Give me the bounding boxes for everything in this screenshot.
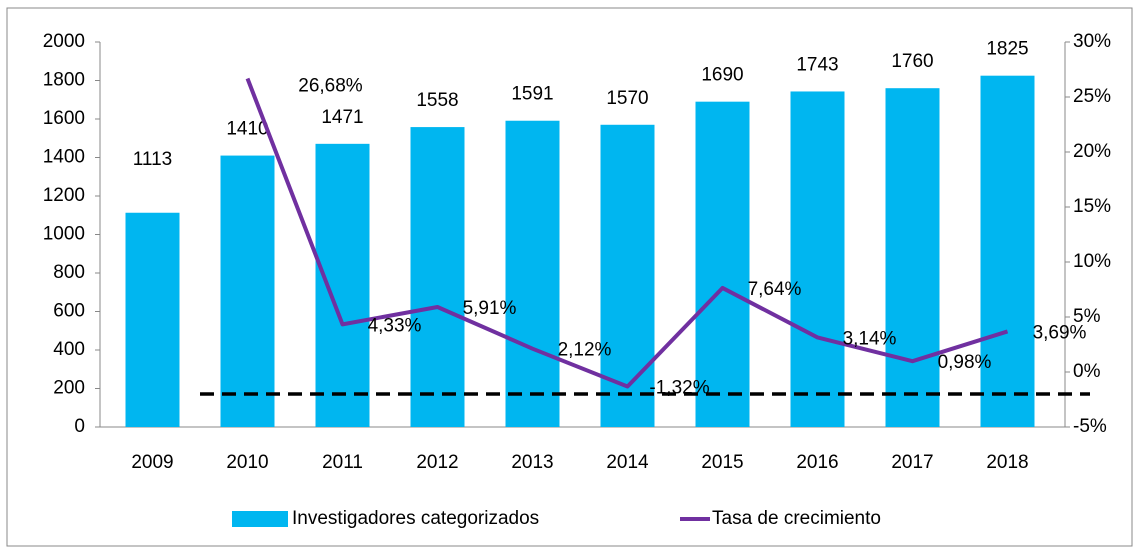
legend-label: Tasa de crecimiento [712,508,881,529]
y-tick-label: 0 [74,416,85,437]
bar [125,212,180,427]
legend-swatch [232,511,288,527]
y2-tick-label: 20% [1073,141,1111,162]
bar-value-label: 1410 [226,119,268,140]
x-tick-label: 2015 [701,452,743,473]
bar [600,124,655,428]
bar [220,155,275,427]
bar [980,75,1035,427]
line-value-label: 3,69% [1033,322,1087,343]
bar [315,143,370,427]
bar-value-label: 1570 [606,88,648,109]
line-value-label: 4,33% [368,315,422,336]
line-value-label: 2,12% [558,340,612,361]
bar-value-label: 1690 [701,65,743,86]
bar-value-label: 1825 [986,39,1028,60]
bar-value-label: 1113 [133,149,172,170]
x-tick-label: 2016 [796,452,838,473]
x-tick-label: 2018 [986,452,1028,473]
bar [790,91,845,427]
x-tick-label: 2010 [226,452,268,473]
y-tick-label: 1000 [43,224,85,245]
y2-tick-label: -5% [1073,416,1107,437]
y-tick-label: 1800 [43,70,85,91]
line-value-label: 7,64% [748,279,802,300]
bar-value-label: 1558 [416,90,458,111]
bar [695,101,750,428]
line-value-label: 3,14% [843,328,897,349]
bar-value-label: 1760 [891,51,933,72]
line-value-label: 0,98% [938,352,992,373]
x-tick-label: 2014 [606,452,649,473]
bar-value-label: 1471 [321,107,363,128]
line [245,77,1009,389]
x-tick-label: 2012 [416,452,458,473]
x-tick-label: 2013 [511,452,553,473]
y2-tick-label: 0% [1073,361,1101,382]
y2-tick-label: 15% [1073,196,1111,217]
bar [505,120,560,428]
y-tick-label: 200 [53,378,85,399]
y2-tick-label: 25% [1073,86,1111,107]
bar [410,127,465,428]
legend-label: Investigadores categorizados [292,508,539,529]
line-value-label: 26,68% [298,76,363,97]
line-value-label: 5,91% [463,298,517,319]
x-tick-label: 2011 [322,452,363,473]
x-tick-label: 2017 [891,452,933,473]
y-tick-label: 1200 [43,185,85,206]
bar [885,88,940,427]
bar-value-label: 1743 [796,54,838,75]
line-value-label: -1,32% [649,378,709,399]
y-tick-label: 1600 [43,108,85,129]
chart-frame [6,7,1133,547]
y2-tick-label: 5% [1073,306,1101,327]
y-tick-label: 600 [53,301,85,322]
y-tick-label: 400 [53,339,85,360]
y-tick-label: 1400 [43,147,85,168]
y2-tick-label: 30% [1073,31,1111,52]
x-tick-label: 2009 [131,452,173,473]
y-tick-label: 2000 [43,31,85,52]
y2-tick-label: 10% [1073,251,1111,272]
y-tick-label: 800 [53,262,85,283]
bar-value-label: 1591 [511,84,553,105]
